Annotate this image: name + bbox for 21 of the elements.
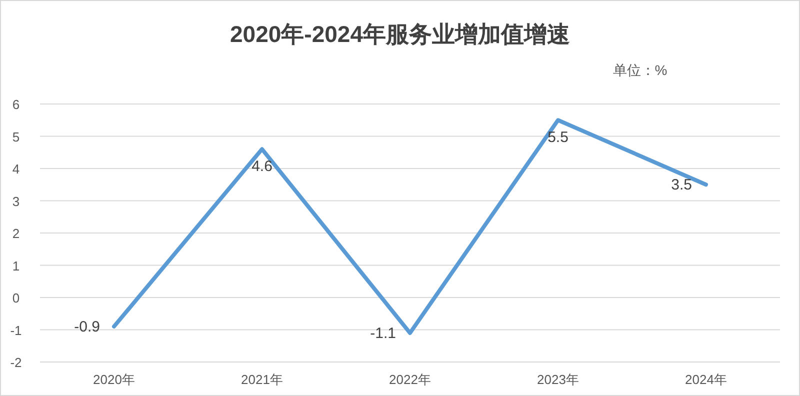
data-label: -0.9	[74, 318, 100, 336]
y-tick-label: 3	[12, 194, 20, 209]
data-label: 5.5	[548, 129, 568, 146]
text: 单位：%	[612, 62, 668, 78]
x-tick-label: 2020年	[93, 372, 135, 387]
data-label: 4.6	[252, 158, 272, 176]
x-tick-label: 2021年	[241, 372, 283, 387]
y-tick-label: 1	[12, 258, 20, 274]
y-tick-label: 5	[12, 129, 20, 144]
data-label: -1.1	[370, 324, 396, 342]
y-tick-label: 0	[12, 290, 20, 306]
y-tick-label: -1	[10, 322, 22, 338]
x-tick-label: 2024年	[685, 372, 727, 387]
y-tick-label: -2	[10, 355, 22, 370]
chart-title: 2020年-2024年服务业增加值增速	[230, 21, 570, 47]
y-tick-label: 4	[12, 162, 20, 176]
y-tick-label: 6	[12, 97, 20, 112]
x-tick-label: 2022年	[389, 372, 431, 387]
data-label: 3.5	[671, 176, 692, 194]
x-tick-label: 2023年	[537, 372, 579, 387]
y-tick-label: 2	[12, 226, 20, 241]
